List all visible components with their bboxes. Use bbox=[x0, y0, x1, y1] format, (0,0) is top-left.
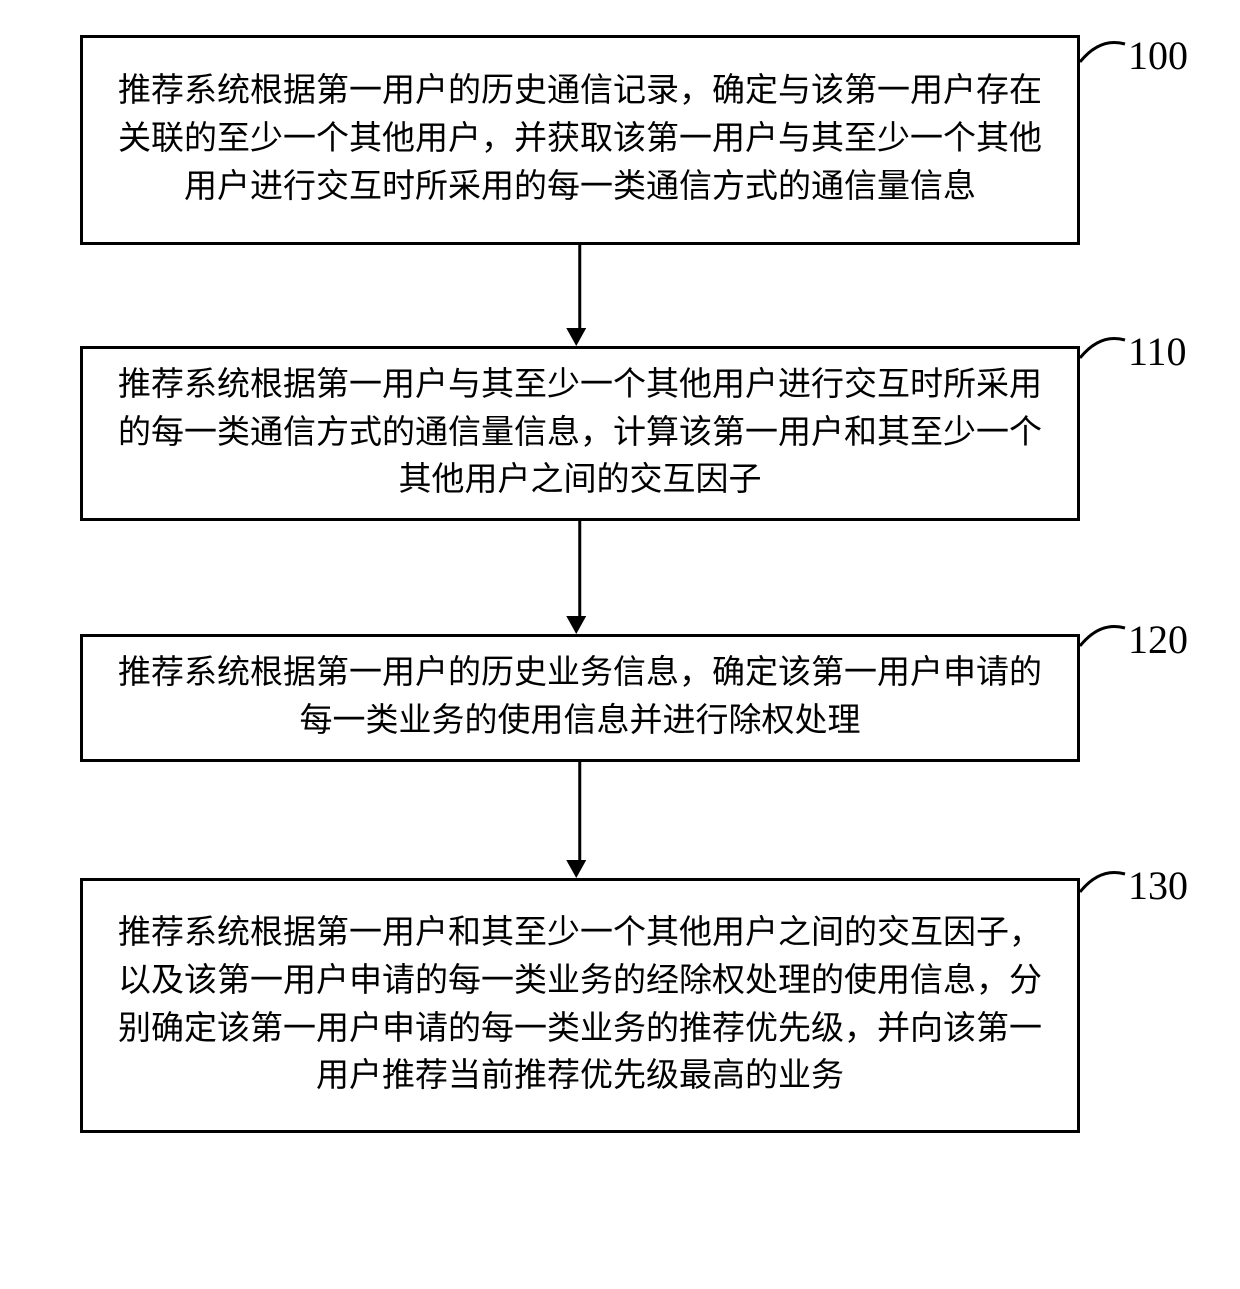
node-text: 推荐系统根据第一用户与其至少一个其他用户进行交互时所采用的每一类通信方式的通信量… bbox=[103, 362, 1057, 506]
label-curve bbox=[1080, 862, 1130, 902]
flowchart-node-100: 推荐系统根据第一用户的历史通信记录，确定与该第一用户存在关联的至少一个其他用户，… bbox=[80, 35, 1080, 245]
node-text: 推荐系统根据第一用户的历史业务信息，确定该第一用户申请的每一类业务的使用信息并进… bbox=[103, 650, 1057, 746]
node-label-130: 130 bbox=[1128, 862, 1188, 909]
label-curve bbox=[1080, 616, 1130, 656]
flowchart-arrow bbox=[574, 762, 586, 878]
node-text: 推荐系统根据第一用户的历史通信记录，确定与该第一用户存在关联的至少一个其他用户，… bbox=[103, 68, 1057, 212]
node-label-100: 100 bbox=[1128, 32, 1188, 79]
flowchart-node-120: 推荐系统根据第一用户的历史业务信息，确定该第一用户申请的每一类业务的使用信息并进… bbox=[80, 634, 1080, 762]
flowchart-container: 推荐系统根据第一用户的历史通信记录，确定与该第一用户存在关联的至少一个其他用户，… bbox=[0, 0, 1240, 1289]
label-curve bbox=[1080, 32, 1130, 72]
flowchart-arrow bbox=[574, 245, 586, 346]
label-curve bbox=[1080, 328, 1130, 368]
flowchart-arrow bbox=[574, 521, 586, 634]
node-label-110: 110 bbox=[1128, 328, 1187, 375]
node-label-120: 120 bbox=[1128, 616, 1188, 663]
node-text: 推荐系统根据第一用户和其至少一个其他用户之间的交互因子，以及该第一用户申请的每一… bbox=[103, 910, 1057, 1101]
flowchart-node-130: 推荐系统根据第一用户和其至少一个其他用户之间的交互因子，以及该第一用户申请的每一… bbox=[80, 878, 1080, 1133]
flowchart-node-110: 推荐系统根据第一用户与其至少一个其他用户进行交互时所采用的每一类通信方式的通信量… bbox=[80, 346, 1080, 521]
